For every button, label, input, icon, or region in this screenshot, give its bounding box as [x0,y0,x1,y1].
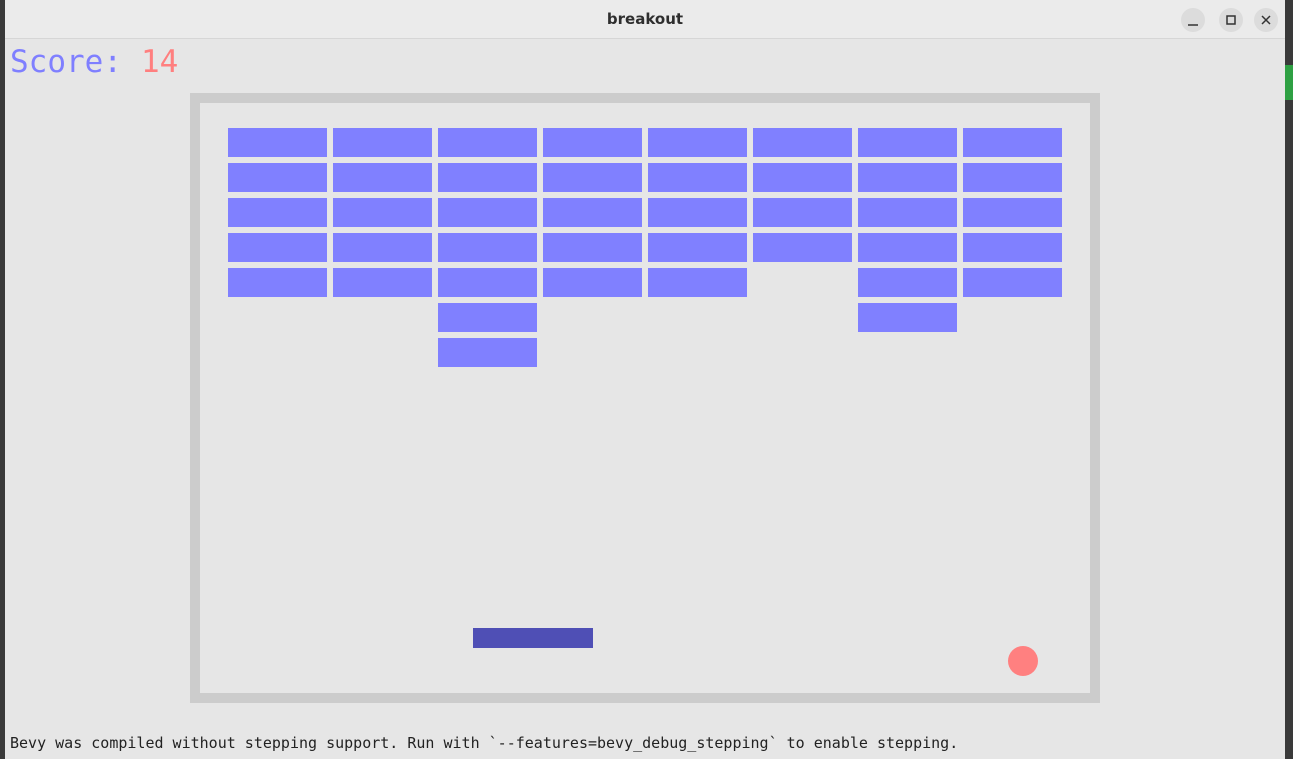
brick [648,128,747,157]
score-value: 14 [140,44,179,80]
window-controls [1181,8,1278,32]
brick [858,128,957,157]
brick [858,303,957,332]
brick [438,233,537,262]
brick [543,128,642,157]
brick [228,268,327,297]
close-button[interactable] [1254,8,1278,32]
brick [648,233,747,262]
brick [963,233,1062,262]
brick [858,233,957,262]
brick [438,303,537,332]
brick [753,163,852,192]
brick [963,268,1062,297]
game-canvas [190,93,1100,703]
brick [228,128,327,157]
brick [228,233,327,262]
brick [438,198,537,227]
minimize-button[interactable] [1181,8,1205,32]
paddle [473,628,593,648]
score-display: Score: 14 [10,44,178,80]
brick [333,268,432,297]
brick [648,268,747,297]
brick [438,163,537,192]
brick [438,128,537,157]
brick [753,198,852,227]
brick [963,128,1062,157]
brick [543,198,642,227]
brick [858,198,957,227]
brick [543,163,642,192]
brick [228,198,327,227]
brick [753,233,852,262]
brick [753,128,852,157]
brick [228,163,327,192]
score-label: Score: [10,44,122,80]
brick [438,338,537,367]
brick [858,268,957,297]
ball [1008,646,1038,676]
maximize-button[interactable] [1219,8,1243,32]
brick [963,163,1062,192]
brick [543,233,642,262]
brick [543,268,642,297]
brick [333,163,432,192]
brick [333,128,432,157]
brick [648,163,747,192]
brick [963,198,1062,227]
title-bar: breakout [5,0,1285,39]
brick [333,198,432,227]
brick-grid [228,128,1062,367]
brick [858,163,957,192]
brick [648,198,747,227]
window-title: breakout [606,10,684,28]
brick [438,268,537,297]
background-app [1285,65,1293,100]
app-window: breakout Score: 14 Bevy was compiled with… [5,0,1285,759]
brick [333,233,432,262]
status-message: Bevy was compiled without stepping suppo… [10,734,959,752]
